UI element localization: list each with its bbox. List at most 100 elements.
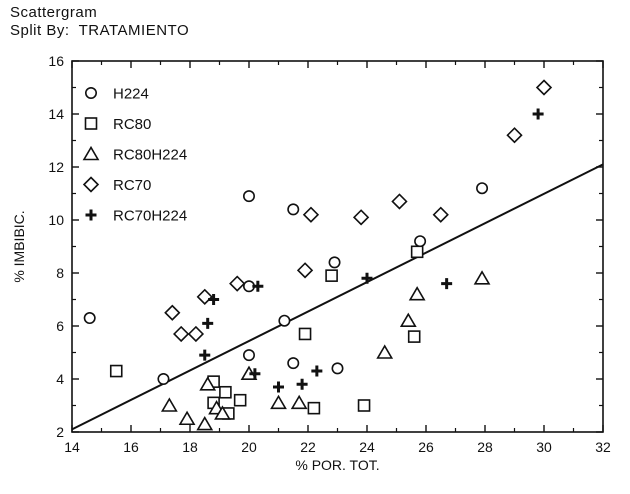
legend-marker-h224	[85, 87, 98, 100]
point-rc70h224	[199, 349, 211, 361]
x-tick-label: 22	[300, 439, 316, 455]
fit-line-layer	[71, 163, 604, 431]
y-tick-label: 2	[56, 424, 64, 440]
point-rc70	[432, 206, 449, 223]
point-rc80h224	[399, 312, 417, 328]
x-tick-label: 32	[595, 439, 611, 455]
point-rc80	[109, 364, 123, 378]
point-rc80	[219, 385, 232, 399]
legend-marker-rc80	[84, 117, 98, 130]
point-rc80h224	[270, 394, 287, 410]
y-tick-label: 16	[48, 53, 64, 69]
point-rc80h224	[290, 394, 308, 410]
point-h224	[243, 190, 256, 203]
fit-line	[71, 163, 604, 431]
x-tick-label: 18	[182, 439, 198, 455]
point-rc70	[187, 325, 205, 343]
x-axis-label: % POR. TOT.	[295, 457, 379, 473]
point-h224	[328, 256, 341, 269]
point-rc70	[352, 209, 370, 226]
point-rc70h224	[296, 378, 308, 390]
point-rc70	[506, 127, 523, 144]
y-tick-label: 14	[48, 106, 64, 122]
legend: H224 RC80 RC80H224 RC70 RC70H224	[82, 86, 187, 225]
point-rc70	[535, 79, 553, 96]
plot-frame	[71, 60, 604, 433]
chart-title-text: Scattergram	[10, 4, 98, 21]
legend-label-h224: H224	[113, 86, 149, 103]
point-rc80	[325, 269, 338, 282]
x-tick-label: 26	[418, 439, 434, 455]
y-tick-label: 10	[48, 212, 64, 228]
series-rc70h224	[199, 108, 544, 393]
point-rc70	[164, 304, 181, 321]
point-h224	[278, 314, 291, 327]
point-h224	[287, 357, 300, 370]
point-h224	[476, 182, 489, 195]
point-rc70h224	[311, 365, 323, 377]
point-rc80h224	[196, 415, 214, 431]
x-tick-label: 24	[359, 439, 375, 455]
x-tick-label: 14	[64, 439, 80, 455]
point-h224	[243, 349, 256, 362]
x-tick-label: 20	[241, 439, 257, 455]
chart-subtitle: Split By: TRATAMIENTO	[10, 22, 189, 39]
point-h224	[157, 372, 170, 385]
series-rc80	[109, 245, 424, 420]
y-tick-label: 6	[56, 318, 64, 334]
point-rc70h224	[202, 317, 214, 329]
series-rc70	[164, 79, 553, 343]
point-h224	[331, 362, 344, 375]
point-rc80h224	[408, 286, 426, 301]
point-rc70h224	[208, 294, 220, 305]
y-tick-label: 12	[48, 159, 64, 175]
subtitle-value: TRATAMIENTO	[78, 22, 190, 39]
point-rc70h224	[252, 280, 264, 292]
point-rc70	[173, 325, 190, 343]
point-rc70	[302, 206, 320, 223]
point-rc80	[233, 393, 247, 407]
point-rc70h224	[361, 272, 373, 284]
point-h224	[83, 312, 96, 325]
point-rc80	[410, 245, 424, 259]
legend-label-rc70: RC70	[113, 177, 151, 194]
point-rc70	[196, 288, 213, 305]
point-rc80h224	[214, 405, 231, 420]
legend-label-rc80h224: RC80H224	[113, 147, 187, 164]
x-tick-label: 28	[477, 439, 493, 455]
legend-entry-h224: H224	[85, 86, 149, 103]
x-tick-label: 16	[123, 439, 139, 455]
y-axis-label: % IMBIBIC.	[11, 210, 27, 282]
point-rc70	[296, 262, 314, 279]
point-rc80h224	[160, 397, 178, 412]
x-tick-label: 30	[536, 439, 552, 455]
legend-entry-rc80h224: RC80H224	[82, 145, 187, 164]
point-h224	[287, 203, 300, 216]
subtitle-prefix: Split By:	[10, 22, 70, 39]
point-rc70	[229, 275, 246, 292]
point-rc80h224	[178, 410, 196, 426]
point-rc70h224	[249, 368, 261, 380]
point-rc80	[407, 330, 421, 343]
point-rc70	[391, 193, 408, 210]
point-rc80h224	[199, 376, 217, 391]
legend-entry-rc70h224: RC70H224	[85, 208, 187, 225]
point-rc80	[357, 399, 371, 412]
point-rc80h224	[376, 344, 394, 359]
point-rc80h224	[473, 270, 491, 285]
series-rc80h224	[160, 270, 491, 431]
legend-label-rc70h224: RC70H224	[113, 208, 187, 225]
chart-title: Scattergram	[10, 4, 97, 21]
point-rc70h224	[273, 381, 284, 393]
legend-marker-rc70	[82, 176, 100, 193]
y-tick-label: 4	[56, 371, 64, 387]
point-rc80	[298, 327, 312, 341]
legend-marker-rc80h224	[82, 145, 100, 161]
legend-entry-rc70: RC70	[82, 176, 151, 194]
data-points	[83, 79, 553, 431]
point-rc70h224	[441, 278, 453, 290]
legend-label-rc80: RC80	[113, 116, 151, 133]
point-rc80	[307, 401, 321, 415]
